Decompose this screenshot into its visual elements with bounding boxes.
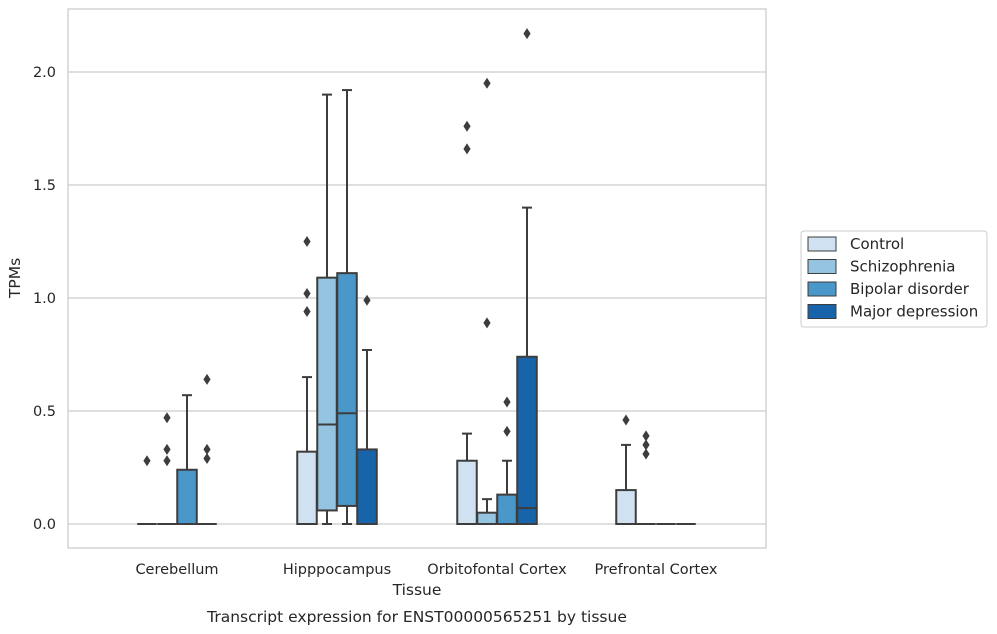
outlier-point bbox=[463, 143, 471, 155]
y-tick-label: 2.0 bbox=[33, 65, 56, 81]
box-series bbox=[137, 28, 696, 526]
outlier-point bbox=[363, 294, 371, 306]
outlier-point bbox=[622, 414, 630, 426]
outlier-point bbox=[642, 448, 650, 460]
y-tick-label: 0.0 bbox=[33, 517, 56, 533]
legend-label: Bipolar disorder bbox=[850, 280, 970, 298]
outlier-point bbox=[483, 77, 491, 89]
outlier-point bbox=[203, 443, 211, 455]
legend-swatch bbox=[807, 259, 837, 274]
outlier-point bbox=[642, 439, 650, 451]
outlier-point bbox=[642, 430, 650, 442]
box bbox=[296, 450, 318, 525]
outlier-point bbox=[303, 287, 311, 299]
x-tick-label: Cerebellum bbox=[135, 562, 218, 578]
box bbox=[336, 272, 358, 507]
outlier-point bbox=[523, 28, 531, 40]
series-bipolar-disorder bbox=[176, 89, 676, 526]
plot-area-frame bbox=[67, 8, 767, 549]
x-axis-ticks: Cerebellum Hipppocampus Orbitofontal Corte… bbox=[135, 562, 717, 578]
x-axis-label: Tissue bbox=[392, 581, 442, 599]
outlier-point bbox=[483, 317, 491, 329]
series-control bbox=[137, 120, 637, 526]
box bbox=[356, 448, 378, 526]
grid-lines bbox=[68, 71, 766, 525]
outlier-point bbox=[163, 443, 171, 455]
x-tick-label: Orbitofontal Cortex bbox=[427, 562, 567, 578]
y-axis-label: TPMs bbox=[6, 258, 24, 299]
legend-swatch bbox=[807, 304, 837, 319]
box bbox=[516, 355, 538, 526]
chart-caption: Transcript expression for ENST0000056525… bbox=[206, 608, 627, 626]
box bbox=[176, 468, 198, 526]
y-tick-label: 0.5 bbox=[33, 404, 56, 420]
x-tick-label: Hipppocampus bbox=[283, 562, 391, 578]
legend-label: Schizophrenia bbox=[850, 258, 955, 276]
y-axis-ticks: 0.0 0.5 1.0 1.5 2.0 bbox=[33, 65, 56, 533]
outlier-point bbox=[163, 412, 171, 424]
box bbox=[316, 276, 338, 512]
outlier-point bbox=[163, 455, 171, 467]
outlier-point bbox=[143, 455, 151, 467]
outlier-point bbox=[203, 452, 211, 464]
outlier-point bbox=[503, 396, 511, 408]
series-schizophrenia bbox=[157, 77, 656, 526]
series-major-depression bbox=[197, 28, 696, 526]
box bbox=[496, 493, 518, 525]
legend-label: Major depression bbox=[850, 303, 978, 321]
outlier-point bbox=[203, 373, 211, 385]
y-tick-label: 1.5 bbox=[33, 178, 56, 194]
legend-label: Control bbox=[850, 235, 904, 253]
outlier-point bbox=[303, 306, 311, 318]
outlier-point bbox=[463, 120, 471, 132]
outlier-point bbox=[303, 236, 311, 247]
legend: Control Schizophrenia Bipolar disorder Majo… bbox=[800, 230, 988, 328]
x-tick-label: Prefrontal Cortex bbox=[595, 562, 718, 578]
legend-swatch bbox=[807, 236, 837, 252]
y-tick-label: 1.0 bbox=[33, 291, 56, 307]
box bbox=[456, 459, 478, 525]
legend-swatch bbox=[807, 281, 837, 297]
box bbox=[476, 511, 498, 526]
legend-frame bbox=[800, 230, 988, 328]
outlier-point bbox=[503, 425, 511, 437]
box bbox=[615, 489, 637, 526]
